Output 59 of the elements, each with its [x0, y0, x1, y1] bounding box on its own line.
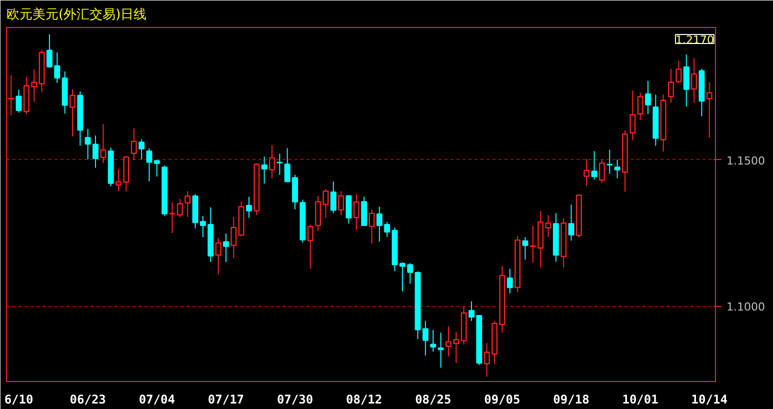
- candlestick: [154, 160, 160, 178]
- y-tick-label: 1.1000: [726, 300, 765, 314]
- candlestick: [261, 156, 268, 184]
- candlestick: [276, 153, 283, 176]
- x-tick-label: 10/01: [622, 392, 658, 406]
- candlestick: [346, 194, 352, 224]
- x-tick-label: 09/18: [553, 392, 590, 406]
- candlestick: [176, 198, 183, 218]
- candlestick: [146, 148, 152, 182]
- candlestick: [84, 128, 91, 160]
- x-tick-label: 08/25: [415, 392, 452, 406]
- candlestick: [100, 124, 106, 164]
- candlestick: [438, 332, 444, 368]
- candlestick: [184, 190, 191, 218]
- candlestick: [222, 232, 229, 263]
- candlestick: [591, 150, 598, 180]
- candlestick: [361, 196, 368, 226]
- candlestick: [584, 158, 590, 187]
- candlestick: [138, 138, 145, 160]
- x-tick-label: 07/30: [276, 392, 314, 406]
- candlestick: [706, 81, 712, 138]
- candlestick: [246, 196, 252, 218]
- candlestick: [676, 60, 682, 84]
- candlestick: [637, 92, 644, 121]
- candlestick: [568, 204, 574, 242]
- candlestick: [683, 54, 690, 108]
- x-tick-label: 09/05: [484, 392, 520, 406]
- annotation: 1.2170: [675, 34, 714, 46]
- candlestick: [668, 68, 674, 104]
- candlestick: [330, 181, 336, 214]
- candlestick: [368, 208, 375, 244]
- candlestick: [92, 135, 98, 168]
- candlestick: [606, 149, 613, 174]
- candlestick: [70, 89, 76, 137]
- candlestick: [522, 236, 528, 260]
- candlestick: [269, 144, 275, 179]
- candlestick: [338, 190, 344, 216]
- candlestick: [130, 128, 137, 160]
- x-tick-label: 6/10: [4, 392, 34, 406]
- candlestick: [630, 90, 636, 141]
- candlestick: [353, 193, 360, 231]
- candlestick: [307, 224, 314, 270]
- x-tick-label: 07/04: [138, 392, 175, 406]
- candlestick: [598, 159, 605, 184]
- candlestick: [506, 268, 513, 294]
- candlestick: [430, 329, 436, 352]
- candlestick: [215, 238, 222, 275]
- x-tick-label: 07/17: [208, 392, 244, 406]
- candlestick: [230, 216, 237, 259]
- x-tick-label: 08/12: [346, 392, 382, 406]
- candlestick: [169, 202, 176, 234]
- candlestick: [691, 58, 697, 104]
- x-tick-label: 10/14: [691, 392, 728, 406]
- candlestick: [614, 159, 620, 179]
- x-tick-label: 06/23: [70, 392, 106, 406]
- chart-title: 欧元美元(外汇交易)日线: [6, 6, 147, 22]
- candlestick: [645, 80, 651, 115]
- candlestick: [16, 89, 22, 114]
- y-tick-label: 1.1500: [726, 154, 765, 168]
